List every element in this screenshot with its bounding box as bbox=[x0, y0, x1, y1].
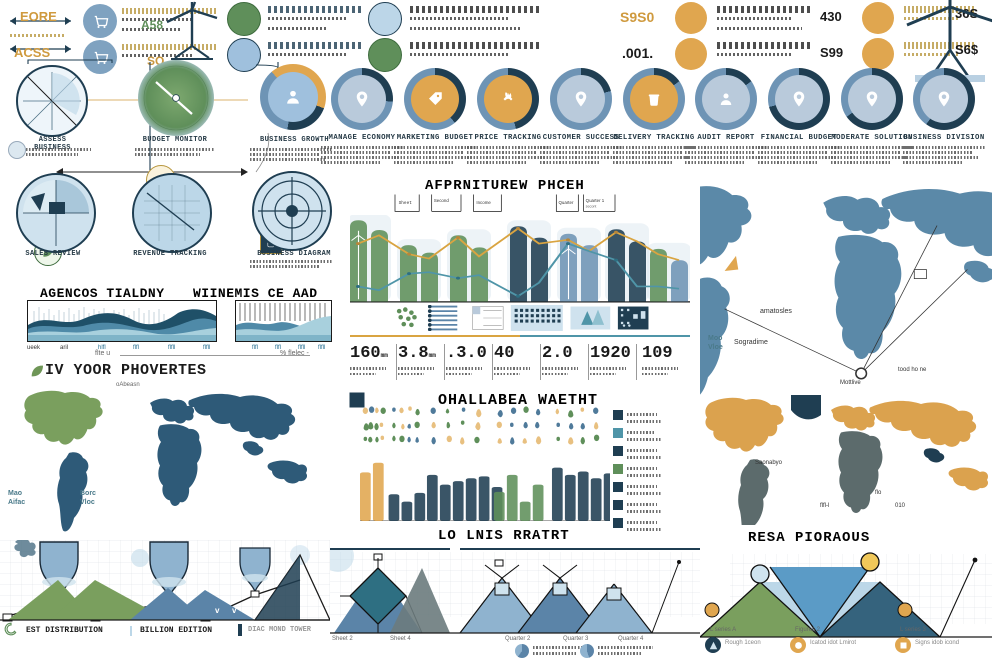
svg-text:Income: Income bbox=[476, 200, 491, 205]
svg-text:Second: Second bbox=[434, 198, 449, 203]
svg-text:Quarter 1: Quarter 1 bbox=[586, 198, 605, 203]
svg-text:secont: secont bbox=[586, 205, 597, 209]
svg-text:Quarter: Quarter bbox=[559, 200, 574, 205]
svg-text:v: v bbox=[215, 606, 220, 615]
svg-text:Sheet: Sheet bbox=[399, 201, 413, 206]
svg-text:v: v bbox=[232, 606, 237, 615]
